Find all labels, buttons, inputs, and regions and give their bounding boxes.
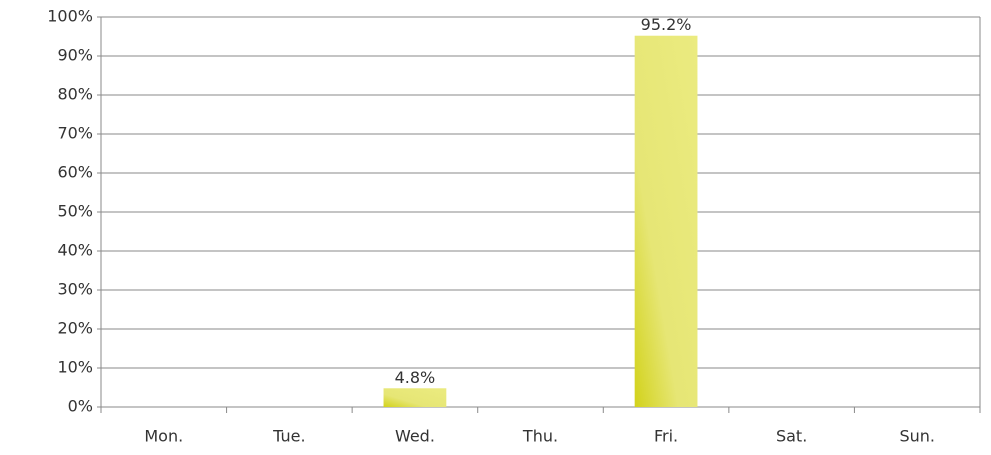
y-tick-label: 100% [47, 7, 93, 26]
y-tick-label: 20% [57, 319, 93, 338]
y-tick-label: 0% [68, 397, 93, 416]
y-tick-label: 50% [57, 202, 93, 221]
bar [383, 388, 447, 407]
y-tick-label: 90% [57, 46, 93, 65]
x-tick-label: Sun. [899, 427, 935, 446]
x-tick-label: Wed. [395, 427, 435, 446]
y-tick-label: 30% [57, 280, 93, 299]
x-tick-label: Fri. [654, 427, 678, 446]
y-tick-label: 60% [57, 163, 93, 182]
bar [634, 35, 698, 407]
x-tick-label: Sat. [776, 427, 807, 446]
x-tick-label: Mon. [144, 427, 183, 446]
value-label: 4.8% [395, 368, 436, 387]
y-tick-label: 70% [57, 124, 93, 143]
x-tick-label: Tue. [272, 427, 305, 446]
y-tick-label: 10% [57, 358, 93, 377]
y-tick-label: 40% [57, 241, 93, 260]
x-tick-label: Thu. [522, 427, 558, 446]
y-tick-label: 80% [57, 85, 93, 104]
value-label: 95.2% [641, 15, 692, 34]
